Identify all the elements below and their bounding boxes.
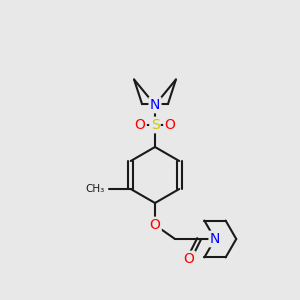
Text: O: O	[135, 118, 146, 132]
Text: O: O	[165, 118, 176, 132]
Text: CH₃: CH₃	[85, 184, 105, 194]
Text: O: O	[150, 218, 160, 232]
Text: N: N	[150, 98, 160, 112]
Text: O: O	[184, 252, 194, 266]
Text: S: S	[151, 118, 159, 132]
Text: N: N	[210, 232, 220, 246]
